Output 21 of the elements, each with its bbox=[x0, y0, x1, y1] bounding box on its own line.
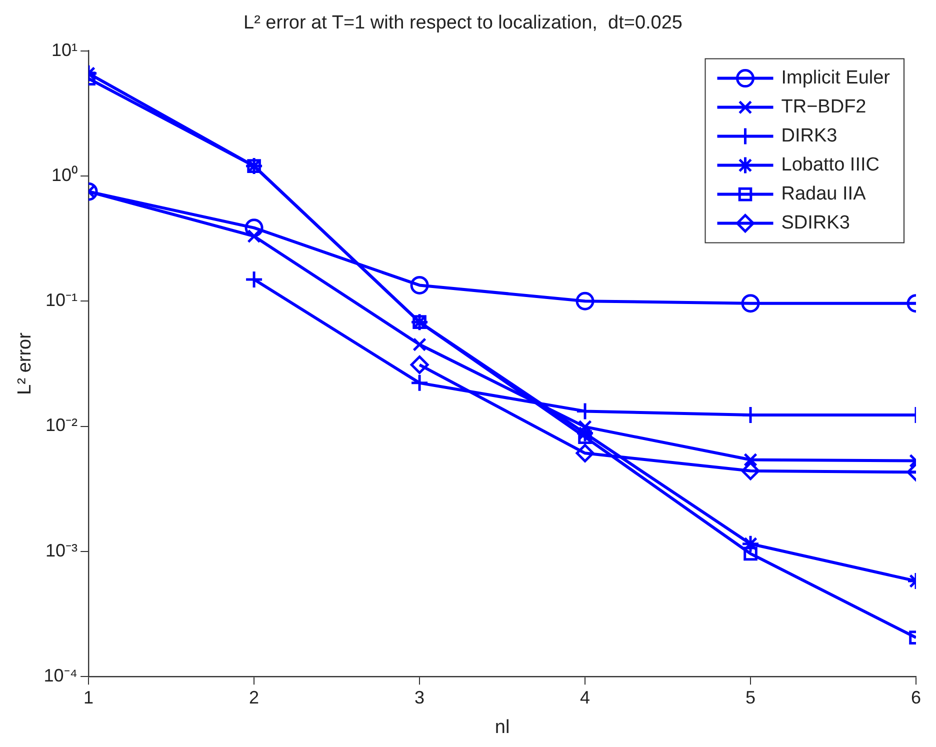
legend-label: TR−BDF2 bbox=[781, 96, 866, 118]
x-axis-title: nl bbox=[494, 716, 510, 738]
x-tick-label: 4 bbox=[580, 687, 590, 708]
y-tick-label: 10⁻³ bbox=[46, 540, 78, 560]
x-tick-label: 2 bbox=[249, 687, 260, 708]
y-tick-label: 10⁻² bbox=[46, 415, 78, 436]
legend-label: Radau IIA bbox=[781, 184, 866, 205]
legend-label: Implicit Euler bbox=[781, 68, 891, 89]
y-tick-label: 10¹ bbox=[52, 40, 78, 60]
legend-label: Lobatto IIIC bbox=[781, 154, 880, 176]
x-tick-label: 3 bbox=[414, 687, 425, 708]
x-tick-label: 1 bbox=[84, 687, 94, 708]
chart-title: L² error at T=1 with respect to localization, dt=0.025 bbox=[244, 12, 682, 34]
y-axis-title: L² error bbox=[14, 332, 36, 395]
y-tick-label: 10⁰ bbox=[52, 164, 78, 185]
y-tick-label: 10⁻⁴ bbox=[44, 666, 78, 686]
legend-label: SDIRK3 bbox=[781, 212, 850, 234]
y-tick-label: 10⁻¹ bbox=[46, 290, 78, 310]
x-tick-label: 5 bbox=[746, 687, 756, 708]
x-tick-label: 6 bbox=[910, 687, 922, 708]
legend-label: DIRK3 bbox=[781, 126, 838, 147]
